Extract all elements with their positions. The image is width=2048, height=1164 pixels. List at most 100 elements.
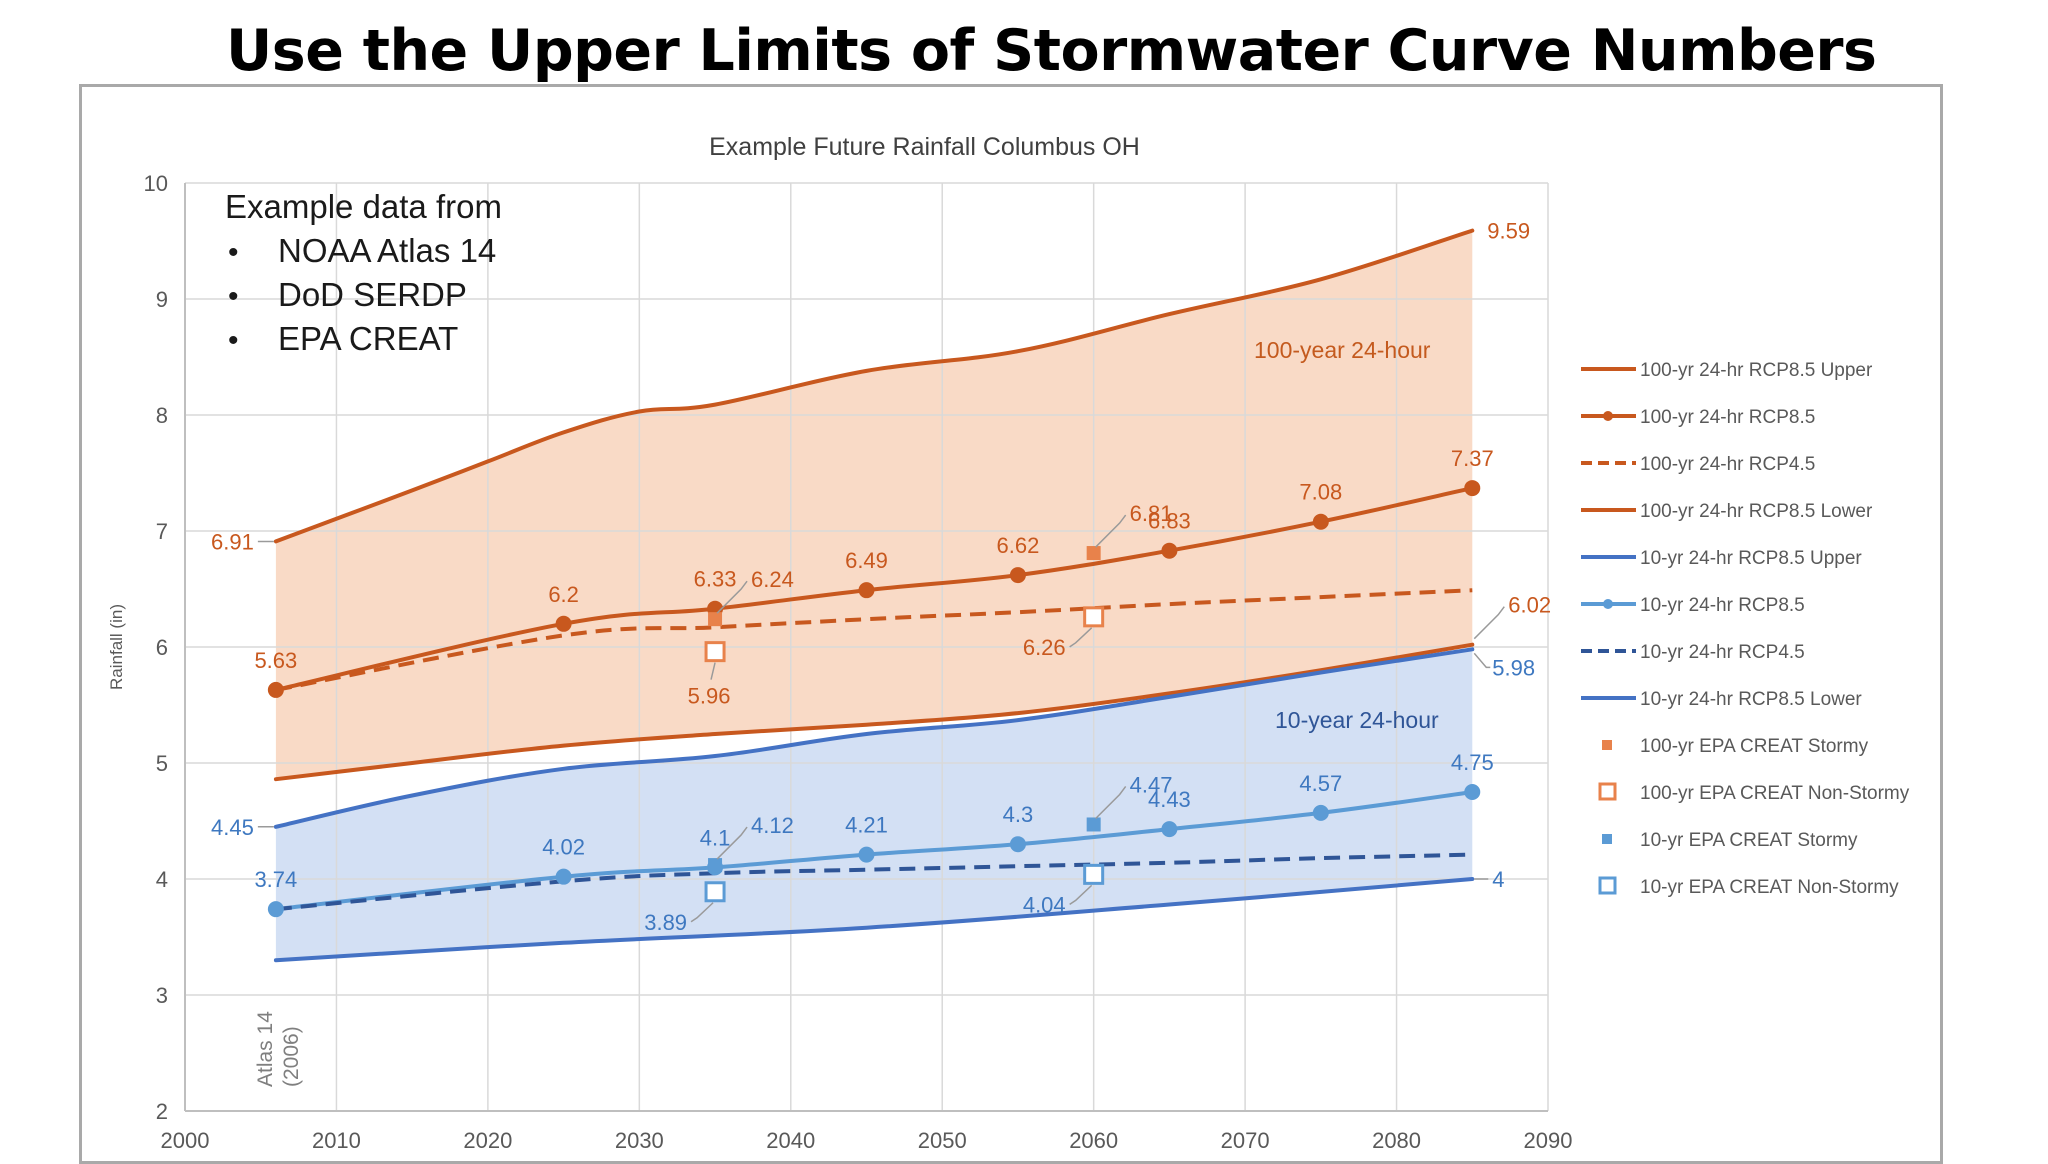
data-label: 4.21 [845, 813, 888, 838]
data-label: 6.02 [1508, 593, 1551, 618]
marker-100-yr-24-hr-rcp8-5 [1161, 542, 1178, 559]
series-line-100-yr-24-hr-rcp8-5-lower [273, 642, 1475, 782]
info-box-bullet: • [228, 236, 239, 269]
marker-10-yr-24-hr-rcp8-5 [858, 846, 875, 863]
legend-label: 100-yr 24-hr RCP8.5 Upper [1640, 360, 1873, 381]
y-tick-label: 10 [144, 171, 168, 196]
region-label-10yr: 10-year 24-hour [1275, 707, 1439, 733]
leader-line [710, 662, 716, 680]
data-labels-layer: 9.59 6.91 7.37 7.08 6.83 6.62 6.49 6.33 6.2 5.63 6… [211, 219, 1551, 935]
info-box-bullet: • [228, 280, 239, 313]
legend-label: 100-yr 24-hr RCP8.5 [1640, 407, 1815, 428]
series-line-10-yr-24-hr-rcp8-5-lower [273, 877, 1475, 963]
y-tick-label: 2 [156, 1099, 168, 1124]
legend-entry: 100-yr 24-hr RCP4.5 [1581, 454, 1815, 475]
region-label-100yr: 100-year 24-hour [1254, 337, 1431, 363]
series-line-100-yr-24-hr-rcp8-5-upper [273, 228, 1475, 544]
marker-100-yr-epa-creat-non-stormy [1083, 606, 1105, 628]
y-tick-label: 4 [156, 867, 168, 892]
marker-10-yr-epa-creat-stormy [708, 858, 723, 873]
x-tick-label: 2050 [918, 1128, 967, 1153]
series-line-10-yr-24-hr-rcp8-5 [273, 790, 1475, 912]
data-label: 4.75 [1451, 750, 1494, 775]
data-label: 4.57 [1299, 771, 1342, 796]
marker-10-yr-epa-creat-non-stormy [704, 881, 726, 903]
data-label: 7.08 [1299, 480, 1342, 505]
legend-entry: 100-yr 24-hr RCP8.5 Lower [1581, 501, 1873, 522]
data-label: 4.12 [751, 813, 794, 838]
y-axis-title: Rainfall (in) [107, 604, 126, 690]
data-label: 5.96 [688, 684, 731, 709]
y-tick-label: 6 [156, 635, 168, 660]
marker-10-yr-epa-creat-non-stormy [1083, 863, 1105, 885]
series-line-10-yr-24-hr-rcp4-5 [275, 852, 1473, 912]
marker-10-yr-24-hr-rcp8-5 [1161, 821, 1178, 838]
data-label: 6.24 [751, 567, 794, 592]
data-label: 4 [1492, 867, 1504, 892]
info-box-bullet: • [228, 324, 239, 357]
leader-line [716, 580, 748, 614]
legend-entry: 10-yr 24-hr RCP8.5 [1581, 595, 1805, 616]
x-tick-label: 2030 [615, 1128, 664, 1153]
annotations-layer: Example data from • NOAA Atlas 14 • DoD SERD… [225, 188, 1439, 1087]
legend-label: 100-yr EPA CREAT Stormy [1640, 736, 1869, 757]
marker-10-yr-24-hr-rcp8-5 [1009, 836, 1026, 853]
legend-entry: 10-yr 24-hr RCP8.5 Lower [1581, 689, 1862, 710]
marker-100-yr-24-hr-rcp8-5 [267, 681, 284, 698]
info-box-item: DoD SERDP [278, 276, 467, 313]
legend-swatch-square [1602, 834, 1612, 844]
legend-swatch-marker [1603, 411, 1613, 421]
marker-10-yr-24-hr-rcp8-5 [1312, 804, 1329, 821]
data-label: 6.33 [694, 567, 737, 592]
data-label: 6.91 [211, 529, 254, 554]
legend-swatch-square-open [1598, 876, 1617, 895]
legend-swatch-square [1602, 740, 1612, 750]
legend-label: 100-yr EPA CREAT Non-Stormy [1640, 783, 1910, 804]
data-label: 4.43 [1148, 787, 1191, 812]
leader-line [1069, 627, 1093, 648]
atlas-note-line2: (2006) [280, 1026, 303, 1087]
series-line-100-yr-24-hr-rcp4-5 [275, 588, 1473, 692]
marker-100-yr-epa-creat-stormy [1086, 546, 1101, 561]
legend-entry: 10-yr 24-hr RCP4.5 [1581, 642, 1805, 663]
x-tick-label: 2090 [1524, 1128, 1573, 1153]
legend-entry: 100-yr 24-hr RCP8.5 [1581, 407, 1815, 428]
marker-10-yr-24-hr-rcp8-5 [267, 901, 284, 918]
legend-entry: 100-yr EPA CREAT Non-Stormy [1598, 782, 1910, 804]
legend-label: 10-yr 24-hr RCP8.5 Upper [1640, 548, 1862, 569]
data-label: 5.98 [1492, 655, 1535, 680]
y-tick-label: 7 [156, 519, 168, 544]
rainfall-chart: 9.59 6.91 7.37 7.08 6.83 6.62 6.49 6.33 6.2 5.63 6… [107, 133, 1910, 1153]
series-layer [273, 228, 1475, 963]
data-label: 4.45 [211, 815, 254, 840]
data-label: 6.81 [1130, 501, 1173, 526]
markers-layer [267, 480, 1481, 918]
legend-label: 100-yr 24-hr RCP4.5 [1640, 454, 1815, 475]
x-tick-label: 2080 [1372, 1128, 1421, 1153]
legend-entry: 10-yr EPA CREAT Stormy [1602, 830, 1858, 851]
leader-line [1473, 606, 1505, 640]
atlas-note-line1: Atlas 14 [254, 1011, 277, 1087]
data-label: 6.62 [997, 533, 1040, 558]
legend-label: 10-yr EPA CREAT Stormy [1640, 830, 1858, 851]
marker-100-yr-24-hr-rcp8-5 [1464, 480, 1481, 497]
y-tick-label: 8 [156, 403, 168, 428]
marker-10-yr-epa-creat-stormy [1086, 817, 1101, 832]
y-tick-label: 5 [156, 751, 168, 776]
marker-100-yr-epa-creat-stormy [708, 612, 723, 627]
data-label: 6.26 [1023, 635, 1066, 660]
series-line-10-yr-24-hr-rcp8-5-upper [273, 647, 1475, 829]
marker-100-yr-epa-creat-non-stormy [704, 641, 726, 663]
marker-10-yr-24-hr-rcp8-5 [555, 868, 572, 885]
data-label: 9.59 [1487, 219, 1530, 244]
legend-swatch-marker [1603, 599, 1613, 609]
data-label: 3.89 [644, 910, 687, 935]
legend-label: 100-yr 24-hr RCP8.5 Lower [1640, 501, 1873, 522]
chart-title: Example Future Rainfall Columbus OH [709, 133, 1140, 161]
data-label: 4.47 [1130, 772, 1173, 797]
legend-entry: 100-yr EPA CREAT Stormy [1602, 736, 1869, 757]
axes-layer: 2000 2010 2020 2030 2040 2050 2060 2070 2080 2090… [107, 133, 1572, 1153]
legend-label: 10-yr 24-hr RCP8.5 [1640, 595, 1805, 616]
chart-frame: 9.59 6.91 7.37 7.08 6.83 6.62 6.49 6.33 6.2 5.63 6… [79, 84, 1943, 1164]
legend-label: 10-yr 24-hr RCP8.5 Lower [1640, 689, 1862, 710]
